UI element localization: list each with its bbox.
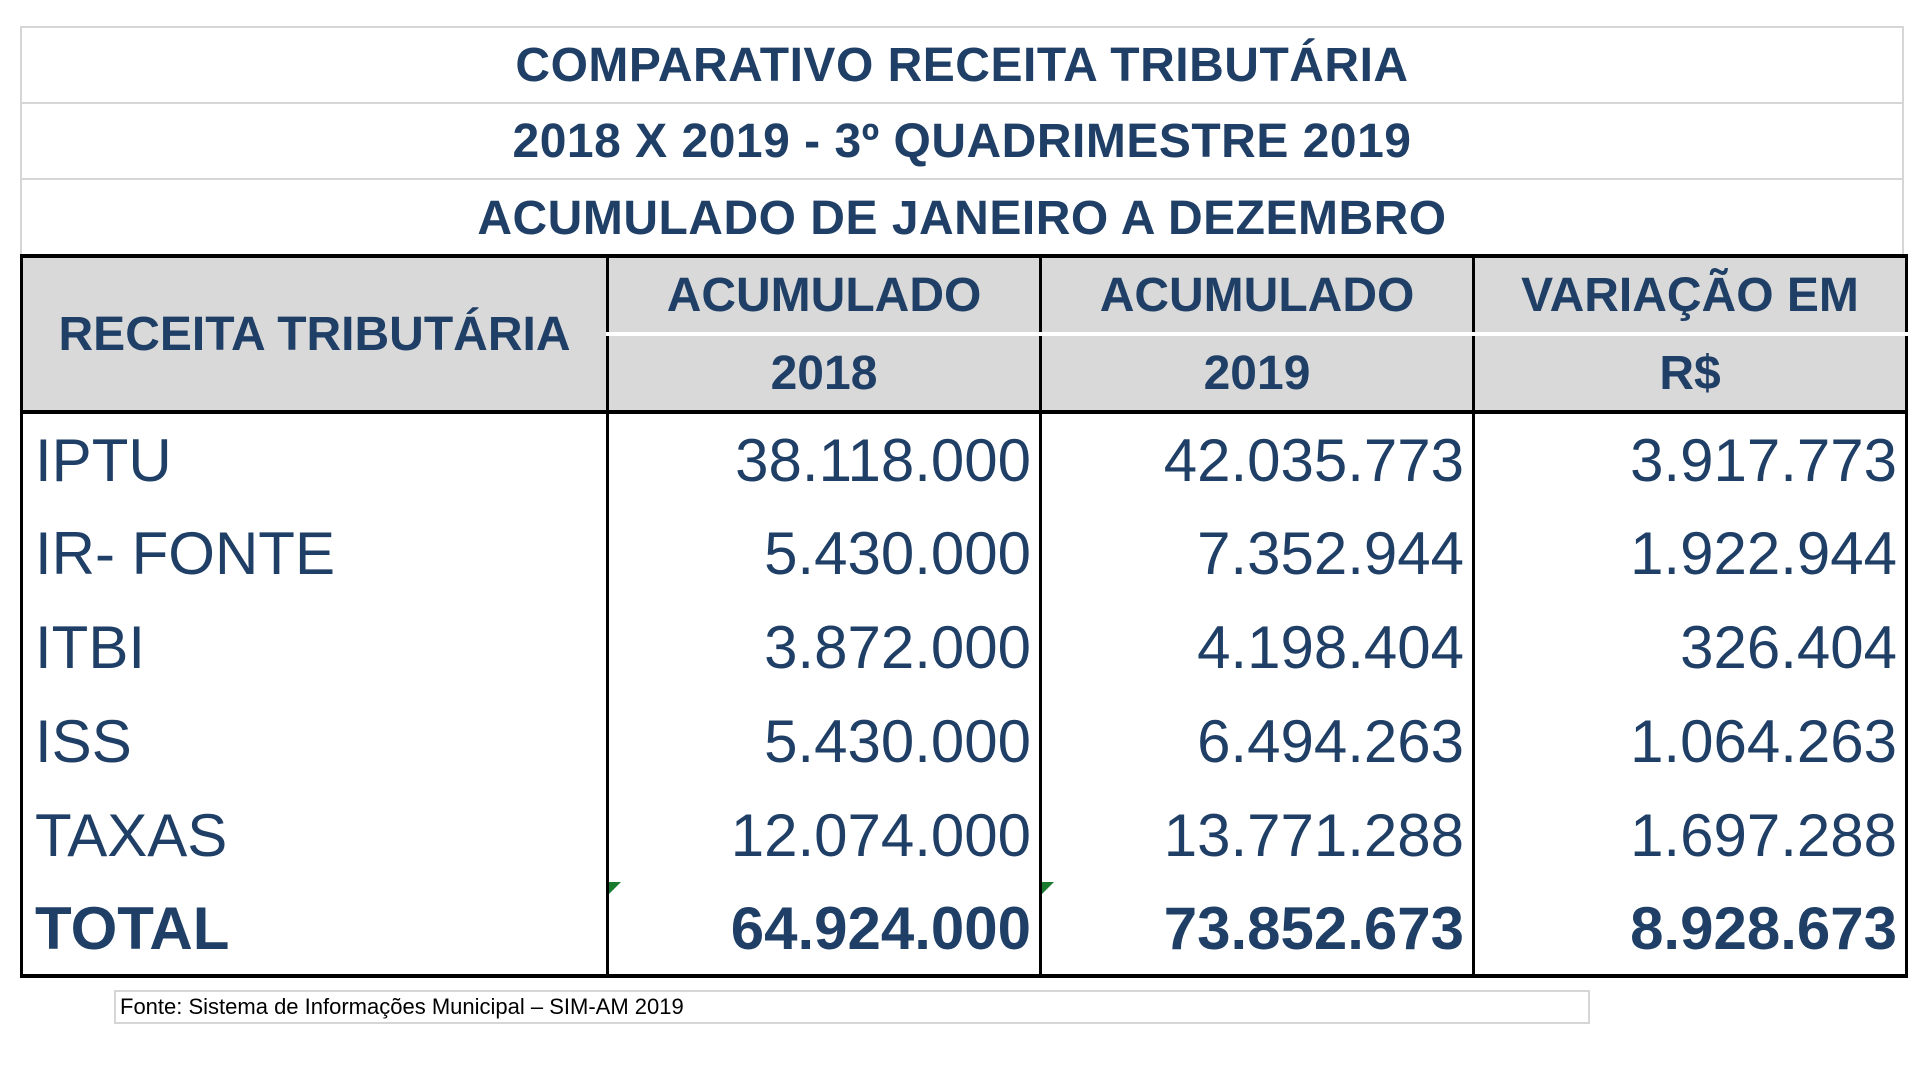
row-variation: 3.917.773 — [1472, 412, 1908, 506]
row-value-2019: 4.198.404 — [1039, 600, 1475, 694]
row-variation: 1.922.944 — [1472, 506, 1908, 600]
title-block: COMPARATIVO RECEITA TRIBUTÁRIA 2018 X 20… — [20, 26, 1904, 254]
total-label: TOTAL — [20, 882, 609, 978]
table-row: IR- FONTE 5.430.000 7.352.944 1.922.944 — [20, 506, 1908, 600]
row-value-2018: 3.872.000 — [606, 600, 1042, 694]
source-note: Fonte: Sistema de Informações Municipal … — [114, 990, 1590, 1024]
row-label: ITBI — [20, 600, 609, 694]
header-acumulado-2018-line2: 2018 — [606, 332, 1042, 414]
header-variacao-line2: R$ — [1472, 332, 1908, 414]
row-value-2018: 5.430.000 — [606, 694, 1042, 788]
row-variation: 1.697.288 — [1472, 788, 1908, 882]
title-line-3: ACUMULADO DE JANEIRO A DEZEMBRO — [477, 191, 1447, 245]
row-value-2018: 12.074.000 — [606, 788, 1042, 882]
row-variation: 1.064.263 — [1472, 694, 1908, 788]
total-value-2018: 64.924.000 — [730, 894, 1031, 962]
row-label: TAXAS — [20, 788, 609, 882]
row-value-2018: 38.118.000 — [606, 412, 1042, 506]
total-variation: 8.928.673 — [1472, 882, 1908, 978]
table-row: TAXAS 12.074.000 13.771.288 1.697.288 — [20, 788, 1908, 882]
row-variation: 326.404 — [1472, 600, 1908, 694]
row-value-2019: 42.035.773 — [1039, 412, 1475, 506]
row-label: IPTU — [20, 412, 609, 506]
table-row: ISS 5.430.000 6.494.263 1.064.263 — [20, 694, 1908, 788]
error-indicator-icon — [609, 882, 621, 894]
row-value-2019: 6.494.263 — [1039, 694, 1475, 788]
title-line-2: 2018 X 2019 - 3º QUADRIMESTRE 2019 — [22, 104, 1902, 180]
header-receita-tributaria: RECEITA TRIBUTÁRIA — [20, 254, 609, 414]
row-value-2019: 13.771.288 — [1039, 788, 1475, 882]
row-label: IR- FONTE — [20, 506, 609, 600]
total-row: TOTAL 64.924.000 73.852.673 8.928.673 — [20, 882, 1908, 978]
total-value-2019-cell: 73.852.673 — [1039, 882, 1475, 978]
header-acumulado-2019-line2: 2019 — [1039, 332, 1475, 414]
row-label: ISS — [20, 694, 609, 788]
row-value-2019: 7.352.944 — [1039, 506, 1475, 600]
title-line-1: COMPARATIVO RECEITA TRIBUTÁRIA — [22, 28, 1902, 104]
header-acumulado-2019-line1: ACUMULADO — [1039, 254, 1475, 334]
table-row: ITBI 3.872.000 4.198.404 326.404 — [20, 600, 1908, 694]
table-header-row: RECEITA TRIBUTÁRIA ACUMULADO ACUMULADO V… — [20, 254, 1908, 414]
table-row: IPTU 38.118.000 42.035.773 3.917.773 — [20, 412, 1908, 506]
error-indicator-icon — [1042, 882, 1054, 894]
total-value-2019: 73.852.673 — [1163, 894, 1464, 962]
revenue-table: RECEITA TRIBUTÁRIA ACUMULADO ACUMULADO V… — [20, 254, 1908, 978]
table-header-row-2: 2018 2019 R$ — [22, 332, 1908, 414]
total-value-2018-cell: 64.924.000 — [606, 882, 1042, 978]
header-variacao-line1: VARIAÇÃO EM — [1472, 254, 1908, 334]
header-acumulado-2018-line1: ACUMULADO — [606, 254, 1042, 334]
row-value-2018: 5.430.000 — [606, 506, 1042, 600]
